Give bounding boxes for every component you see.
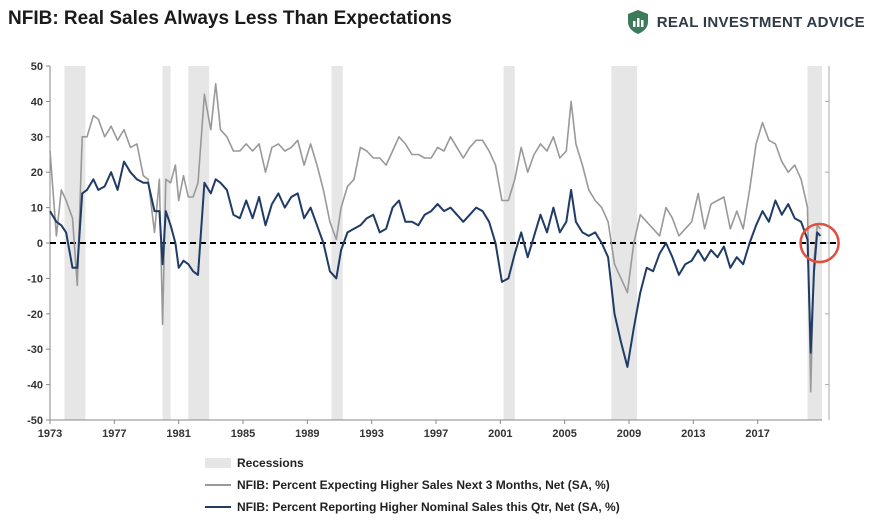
- x-tick-label: 1997: [424, 428, 448, 440]
- x-axis-tick-labels: 1973 1977 1981 1985 1989 1993 1997 2001 2005 2009…: [38, 420, 770, 440]
- x-tick-label: 2009: [617, 428, 641, 440]
- recession-band-1: [162, 66, 171, 420]
- x-tick-label: 2013: [681, 428, 705, 440]
- shield-chart-icon: [627, 10, 648, 34]
- highlight-circle: [799, 222, 840, 264]
- x-tick-label: 1989: [295, 428, 319, 440]
- legend-label-expecting: NFIB: Percent Expecting Higher Sales Nex…: [237, 478, 610, 492]
- series-line-expecting: [49, 82, 821, 393]
- chart-title: NFIB: Real Sales Always Less Than Expect…: [8, 8, 452, 29]
- y-axis-tick-labels: 50 40 30 20 10 0 -10 -20 -30 -40 -50: [27, 61, 50, 427]
- legend-item-recessions: Recessions: [205, 452, 620, 474]
- reporting-sales-swatch: [205, 506, 231, 508]
- x-tick-label: 2001: [488, 428, 512, 440]
- legend: Recessions NFIB: Percent Expecting Highe…: [205, 452, 620, 518]
- x-tick-label: 1985: [231, 428, 255, 440]
- x-tick-label: 1993: [359, 428, 383, 440]
- y-tick-label: -40: [27, 380, 43, 392]
- y-tick-label: -20: [27, 309, 43, 321]
- recessions-swatch: [205, 458, 231, 468]
- x-tick-label: 1977: [102, 428, 126, 440]
- y-tick-label: -10: [27, 273, 43, 285]
- legend-item-reporting: NFIB: Percent Reporting Higher Nominal S…: [205, 496, 620, 518]
- y-tick-label: 10: [31, 203, 43, 215]
- x-tick-label: 2017: [745, 428, 769, 440]
- y-tick-label: 40: [31, 96, 43, 108]
- y-tick-label: 50: [31, 61, 43, 73]
- recession-band-4: [503, 66, 515, 420]
- y-tick-label: 0: [37, 238, 43, 250]
- x-tick-label: 2005: [552, 428, 576, 440]
- legend-label-recessions: Recessions: [237, 456, 304, 470]
- y-tick-label: -50: [27, 415, 43, 427]
- y-tick-label: 30: [31, 132, 43, 144]
- y-tick-label: -30: [27, 344, 43, 356]
- recession-band-3: [331, 66, 343, 420]
- expecting-sales-swatch: [205, 484, 231, 486]
- series-line-reporting: [49, 160, 822, 368]
- series-lines: [49, 82, 822, 393]
- brand-logo: REAL INVESTMENT ADVICE: [627, 9, 865, 35]
- legend-label-reporting: NFIB: Percent Reporting Higher Nominal S…: [237, 500, 620, 514]
- y-tick-label: 20: [31, 167, 43, 179]
- x-tick-label: 1973: [38, 428, 62, 440]
- recession-band-2: [188, 66, 210, 420]
- legend-item-expecting: NFIB: Percent Expecting Higher Sales Nex…: [205, 474, 620, 496]
- brand-name: REAL INVESTMENT ADVICE: [656, 13, 865, 31]
- x-tick-label: 1981: [166, 428, 190, 440]
